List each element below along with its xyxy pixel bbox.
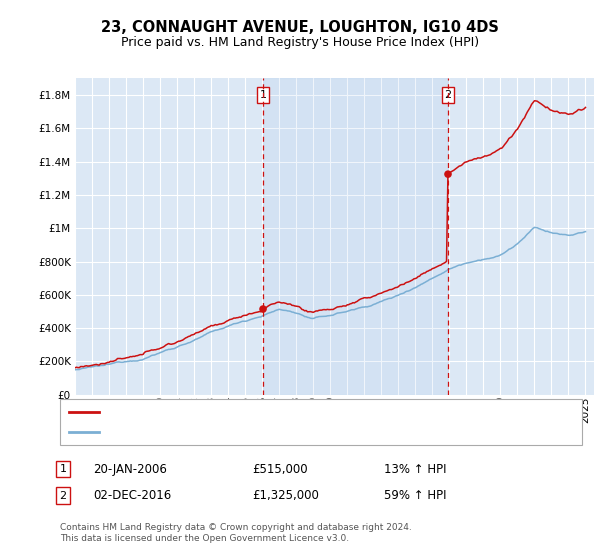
Text: Price paid vs. HM Land Registry's House Price Index (HPI): Price paid vs. HM Land Registry's House … [121, 36, 479, 49]
Text: 59% ↑ HPI: 59% ↑ HPI [384, 489, 446, 502]
Text: 1: 1 [260, 90, 266, 100]
Text: 2: 2 [445, 90, 452, 100]
Bar [263, 78, 448, 395]
Text: 02-DEC-2016: 02-DEC-2016 [93, 489, 171, 502]
Text: 1: 1 [59, 464, 67, 474]
Text: HPI: Average price, detached house, Epping Forest: HPI: Average price, detached house, Eppi… [105, 427, 388, 437]
Point [443, 170, 453, 179]
Text: 13% ↑ HPI: 13% ↑ HPI [384, 463, 446, 476]
Point [258, 305, 268, 314]
Text: 20-JAN-2006: 20-JAN-2006 [93, 463, 167, 476]
Text: £515,000: £515,000 [252, 463, 308, 476]
Text: 23, CONNAUGHT AVENUE, LOUGHTON, IG10 4DS (detached house): 23, CONNAUGHT AVENUE, LOUGHTON, IG10 4DS… [105, 407, 479, 417]
Text: Contains HM Land Registry data © Crown copyright and database right 2024.
This d: Contains HM Land Registry data © Crown c… [60, 524, 412, 543]
Text: £1,325,000: £1,325,000 [252, 489, 319, 502]
Text: 23, CONNAUGHT AVENUE, LOUGHTON, IG10 4DS: 23, CONNAUGHT AVENUE, LOUGHTON, IG10 4DS [101, 20, 499, 35]
Text: 2: 2 [59, 491, 67, 501]
